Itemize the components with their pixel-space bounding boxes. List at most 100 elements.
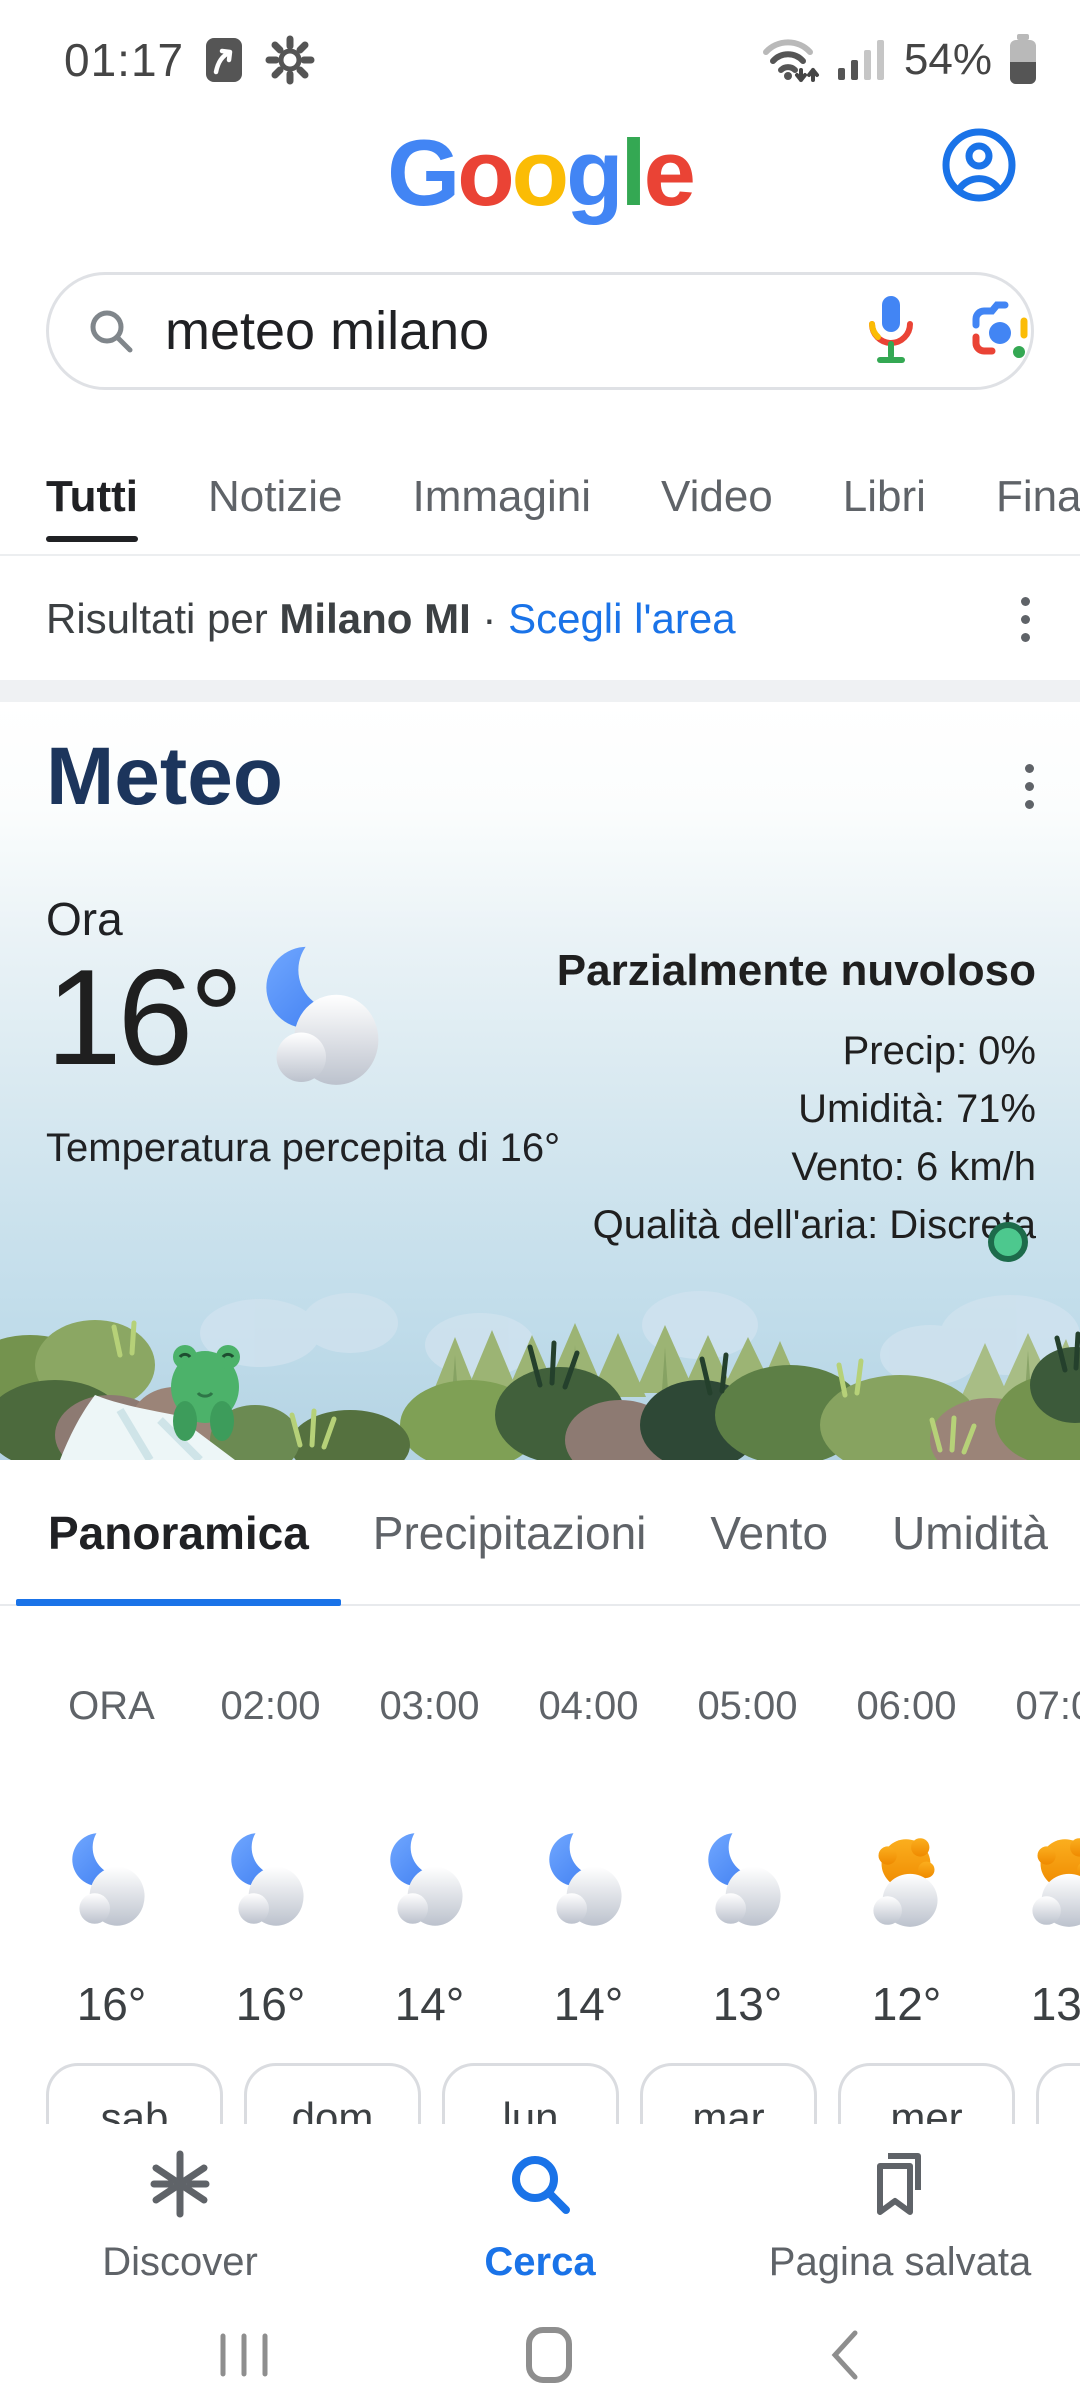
sun-cloud-icon	[851, 1825, 963, 1937]
logo-letter: G	[387, 120, 460, 225]
hour-temp: 14°	[553, 1978, 624, 2030]
bottom-navigation: Discover Cerca Pagina salvata	[0, 2124, 1080, 2310]
hour-column: 03:00 14°	[350, 1606, 509, 2062]
hour-time: 06:00	[856, 1684, 957, 1728]
home-button[interactable]	[524, 2325, 574, 2385]
status-bar: 01:17 54%	[0, 0, 1080, 110]
moon-cloud-icon	[533, 1825, 645, 1937]
hour-time: 02:00	[220, 1684, 321, 1728]
tab-notizie[interactable]: Notizie	[208, 472, 343, 521]
hour-temp: 16°	[76, 1978, 147, 2030]
tab-vento[interactable]: Vento	[710, 1507, 829, 1559]
precip-text: Precip: 0%	[842, 1029, 1036, 1073]
google-logo: Google	[0, 118, 1080, 228]
hour-time: 04:00	[538, 1684, 639, 1728]
moon-cloud-icon	[692, 1825, 804, 1937]
nav-discover-label: Discover	[102, 2240, 258, 2284]
search-nav-icon	[502, 2146, 578, 2222]
wind-text: Vento: 6 km/h	[791, 1145, 1036, 1189]
battery-icon	[1006, 32, 1040, 88]
nav-cerca[interactable]: Cerca	[360, 2124, 720, 2310]
tab-panoramica[interactable]: Panoramica	[16, 1460, 341, 1606]
hour-column: 04:00 14°	[509, 1606, 668, 2062]
feels-like-text: Temperatura percepita di 16°	[46, 1126, 561, 1170]
voice-search-icon[interactable]	[862, 294, 920, 368]
tab-immagini[interactable]: Immagini	[412, 472, 592, 521]
hourly-forecast-strip[interactable]: ORA 16° 02:00 16° 03:00 14° 04:00 14° 05…	[0, 1606, 1080, 2062]
nav-cerca-label: Cerca	[484, 2240, 596, 2284]
search-input[interactable]	[163, 299, 862, 363]
results-separator: ·	[470, 595, 509, 642]
logo-letter: e	[643, 120, 696, 225]
logo-letter: l	[620, 120, 646, 225]
results-overflow-menu[interactable]	[1011, 587, 1040, 652]
hour-column: 07:00 13°	[986, 1606, 1080, 2062]
frog	[171, 1345, 240, 1441]
hour-temp: 14°	[394, 1978, 465, 2030]
weather-illustration	[0, 1291, 1080, 1460]
tab-tutti[interactable]: Tutti	[46, 472, 139, 542]
forecast-card: Panoramica Precipitazioni Vento Umidità …	[0, 1460, 1080, 2180]
choose-area-link[interactable]: Scegli l'area	[508, 595, 736, 642]
wifi-icon	[760, 34, 822, 86]
weather-overflow-menu[interactable]	[1015, 754, 1044, 819]
hour-time: 03:00	[379, 1684, 480, 1728]
hour-column: 02:00 16°	[191, 1606, 350, 2062]
weather-now-label: Ora	[46, 893, 123, 945]
search-category-tabs: Tutti Notizie Immagini Video Libri Finan…	[0, 446, 1080, 556]
humidity-text: Umidità: 71%	[798, 1087, 1036, 1131]
moon-cloud-icon	[215, 1825, 327, 1937]
account-avatar-button[interactable]	[940, 126, 1018, 204]
hour-time: 07:00	[1015, 1684, 1080, 1728]
weather-card: Meteo Ora 16° Temperatura percepita di 1…	[0, 702, 1080, 1460]
clock: 01:17	[64, 34, 185, 86]
hour-column: ORA 16°	[32, 1606, 191, 2062]
moon-cloud-icon	[56, 1825, 168, 1937]
weather-title: Meteo	[46, 731, 283, 822]
nav-pagina-salvata-label: Pagina salvata	[768, 2240, 1032, 2284]
logo-letter: g	[566, 120, 623, 225]
nav-pagina-salvata[interactable]: Pagina salvata	[720, 2124, 1080, 2310]
hour-temp: 13°	[1030, 1978, 1080, 2030]
hour-column: 06:00 12°	[827, 1606, 986, 2062]
tab-video[interactable]: Video	[661, 472, 773, 521]
forecast-tabs: Panoramica Precipitazioni Vento Umidità	[0, 1460, 1080, 1606]
tab-finanza[interactable]: Finanza	[995, 472, 1080, 521]
sun-cloud-icon	[1010, 1825, 1080, 1937]
search-bar[interactable]	[46, 272, 1034, 390]
hour-temp: 16°	[235, 1978, 306, 2030]
discover-asterisk-icon	[142, 2146, 218, 2222]
tab-libri[interactable]: Libri	[842, 472, 926, 521]
air-quality-text: Qualità dell'aria: Discreta	[592, 1203, 1036, 1247]
back-button[interactable]	[825, 2325, 865, 2385]
condition-text: Parzialmente nuvoloso	[556, 946, 1036, 995]
google-lens-icon[interactable]	[968, 299, 1032, 363]
nav-discover[interactable]: Discover	[0, 2124, 360, 2310]
moon-cloud-icon	[246, 938, 406, 1098]
results-location-text: Risultati per Milano MI · Scegli l'area	[46, 595, 1011, 643]
battery-percent: 54%	[903, 35, 992, 84]
results-location: Milano MI	[279, 595, 471, 642]
results-prefix: Risultati per	[46, 595, 280, 642]
tab-umidita[interactable]: Umidità	[892, 1507, 1048, 1559]
section-divider	[0, 680, 1080, 702]
current-temperature: 16°	[46, 941, 244, 1093]
notification-app-icon	[204, 34, 244, 86]
gear-status-icon	[264, 34, 316, 86]
hour-column: 05:00 13°	[668, 1606, 827, 2062]
logo-letter: o	[457, 120, 514, 225]
hour-time: 05:00	[697, 1684, 798, 1728]
hour-temp: 12°	[871, 1978, 942, 2030]
moon-cloud-icon	[374, 1825, 486, 1937]
recents-button[interactable]	[215, 2330, 273, 2380]
results-location-row: Risultati per Milano MI · Scegli l'area	[0, 558, 1080, 680]
logo-letter: o	[511, 120, 569, 225]
tab-precipitazioni[interactable]: Precipitazioni	[372, 1507, 647, 1559]
hour-time: ORA	[68, 1684, 155, 1728]
air-quality-dot	[988, 1222, 1028, 1262]
signal-icon	[836, 34, 890, 86]
search-icon	[85, 305, 137, 357]
system-navigation-bar	[0, 2310, 1080, 2400]
saved-page-bookmark-icon	[862, 2146, 938, 2222]
hour-temp: 13°	[712, 1978, 783, 2030]
